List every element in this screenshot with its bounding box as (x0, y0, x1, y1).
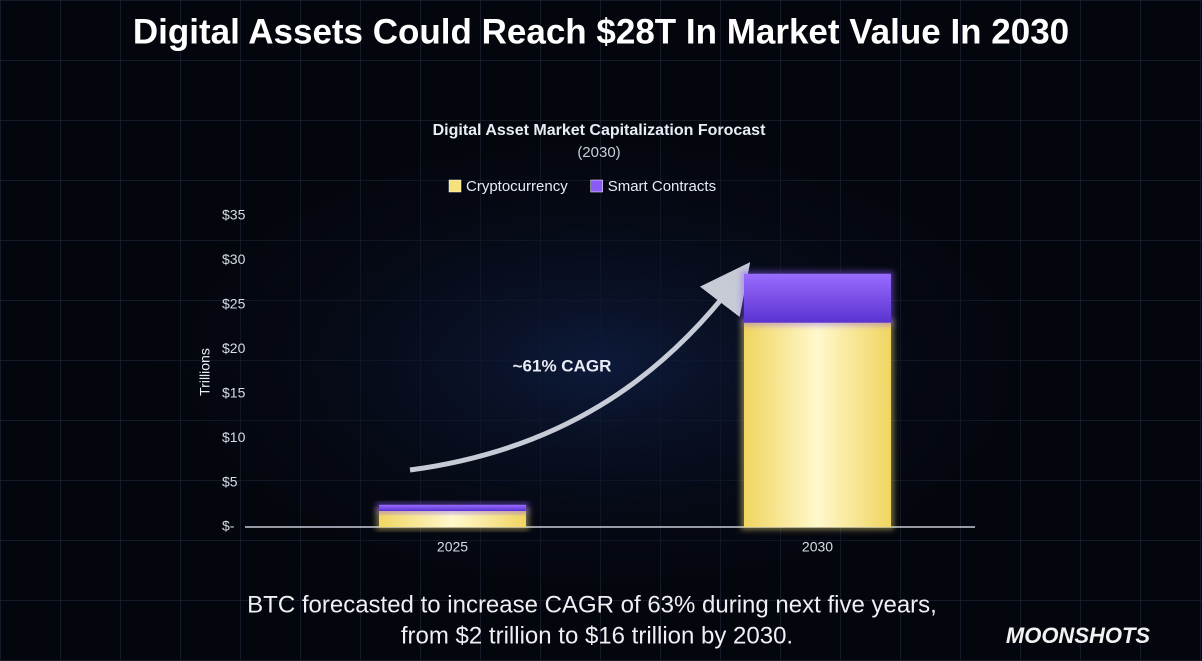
bar-segment (744, 322, 891, 527)
y-tick-label: $20 (222, 340, 246, 356)
y-tick-label: $25 (222, 296, 246, 312)
x-tick-label: 2030 (802, 539, 833, 555)
y-tick-label: $10 (222, 429, 246, 445)
caption-line: from $2 trillion to $16 trillion by 2030… (401, 622, 793, 649)
legend-swatch (590, 179, 603, 193)
x-tick-label: 2025 (437, 539, 468, 555)
background-glow (150, 100, 1050, 580)
y-tick-label: $30 (222, 251, 246, 267)
y-tick-label: $5 (222, 473, 238, 489)
headline: Digital Assets Could Reach $28T In Marke… (133, 12, 1069, 51)
legend-label: Smart Contracts (608, 178, 716, 195)
bar-segment (744, 273, 891, 323)
caption-line: BTC forecasted to increase CAGR of 63% d… (247, 591, 937, 618)
chart-title: Digital Asset Market Capitalization Foro… (433, 122, 766, 139)
y-tick-label: $35 (222, 207, 246, 223)
growth-arrow (409, 262, 751, 473)
y-axis-label: Trillions (197, 348, 213, 396)
y-tick-label: $- (222, 518, 235, 534)
y-tick-label: $15 (222, 384, 246, 400)
legend-label: Cryptocurrency (466, 178, 568, 195)
bar-segment (379, 504, 526, 512)
logo: MOONSHOTS (1006, 623, 1151, 648)
chart-subtitle: (2030) (577, 144, 620, 161)
annotation: ~61% CAGR (513, 356, 612, 375)
legend-swatch (448, 179, 462, 193)
bar-segment (379, 511, 526, 527)
